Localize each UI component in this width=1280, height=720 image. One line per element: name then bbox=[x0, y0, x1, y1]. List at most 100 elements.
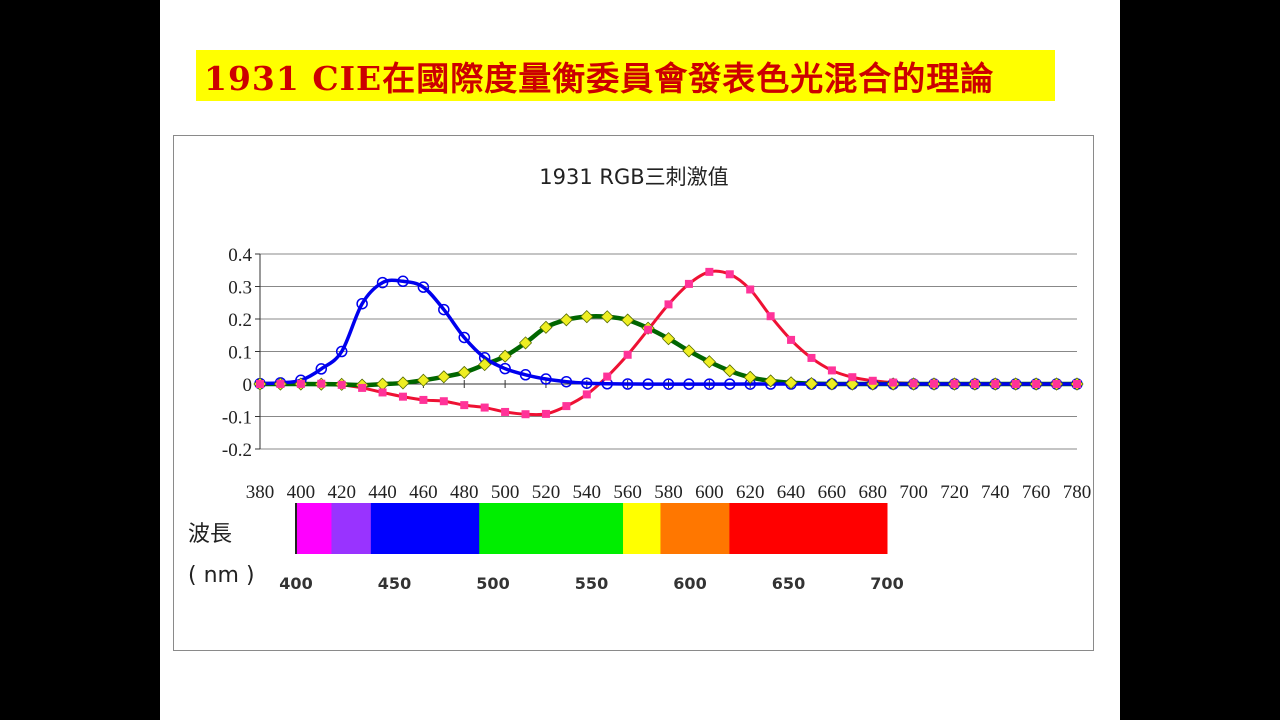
red-series-point bbox=[276, 379, 285, 388]
blue-series-point bbox=[642, 378, 654, 390]
blue-series-point bbox=[438, 303, 450, 316]
red-series-point bbox=[256, 379, 264, 388]
spectrum-band bbox=[623, 503, 642, 554]
red-series-point bbox=[1073, 380, 1081, 388]
spectrum-band bbox=[660, 503, 730, 554]
red-series-point bbox=[684, 279, 693, 288]
red-series-point bbox=[909, 379, 918, 388]
green-series-point bbox=[457, 365, 471, 379]
blue-series-point bbox=[621, 378, 634, 390]
spectrum-band bbox=[729, 503, 888, 554]
red-series-point bbox=[991, 379, 1000, 388]
green-series-point bbox=[784, 376, 798, 390]
green-series-point bbox=[723, 364, 737, 378]
y-tick-label: 0.3 bbox=[228, 278, 252, 299]
chart-box: 1931 RGB三刺激值 0.4 0.3 0.2 0.1 0 -0.1 -0.2 380 40… bbox=[173, 135, 1094, 651]
x-tick-label: 780 bbox=[1063, 482, 1092, 503]
red-series-point bbox=[541, 409, 550, 418]
blue-series-point bbox=[376, 276, 389, 289]
chart-title: 1931 RGB三刺激值 bbox=[539, 165, 728, 189]
spectrum-tick-label: 500 bbox=[476, 574, 509, 593]
red-series-point bbox=[521, 410, 530, 419]
red-series-point bbox=[623, 350, 632, 359]
red-series-point bbox=[644, 325, 653, 334]
x-tick-label: 560 bbox=[613, 482, 642, 503]
red-series-point bbox=[480, 403, 489, 412]
spectrum-band bbox=[331, 503, 372, 554]
x-tick-label: 460 bbox=[409, 482, 438, 503]
x-tick-label: 540 bbox=[573, 482, 602, 503]
red-series-point bbox=[439, 397, 448, 406]
y-tick-label: 0 bbox=[243, 375, 253, 396]
y-tick-label: -0.2 bbox=[222, 440, 252, 461]
red-series-point bbox=[562, 402, 571, 411]
x-tick-labels: 380 400 420 440 460 480 500 520 540 560 580 600 620 6… bbox=[246, 482, 1092, 503]
x-tick-label: 600 bbox=[695, 482, 724, 503]
red-series-point bbox=[827, 366, 836, 375]
x-tick-label: 680 bbox=[859, 482, 888, 503]
blue-series-point bbox=[397, 275, 409, 288]
red-series-point bbox=[419, 395, 428, 404]
spectrum-band bbox=[370, 503, 480, 554]
spectrum-tick-label: 550 bbox=[575, 574, 608, 593]
x-tick-label: 580 bbox=[654, 482, 683, 503]
x-tick-label: 480 bbox=[450, 482, 479, 503]
red-series-point bbox=[398, 392, 407, 401]
blue-series-point bbox=[458, 331, 470, 344]
spectrum-bar bbox=[295, 503, 888, 554]
green-series-point bbox=[743, 370, 757, 384]
red-series-point bbox=[582, 390, 591, 399]
blue-series-point bbox=[724, 378, 736, 390]
x-tick-label: 420 bbox=[327, 482, 356, 503]
red-series-point bbox=[725, 270, 734, 279]
y-tick-label: -0.1 bbox=[222, 408, 252, 429]
blue-series-point bbox=[683, 378, 695, 390]
blue-series-point bbox=[540, 373, 552, 385]
x-tick-label: 640 bbox=[777, 482, 806, 503]
red-series-point bbox=[603, 372, 612, 381]
green-series-point bbox=[478, 358, 492, 372]
red-series-point bbox=[930, 379, 939, 388]
red-series-point bbox=[1052, 380, 1061, 388]
x-tick-label: 720 bbox=[940, 482, 969, 503]
red-series-point bbox=[950, 379, 959, 388]
spectrum-tick-label: 400 bbox=[279, 574, 312, 593]
green-series-point bbox=[825, 377, 839, 391]
spectrum-tick-labels: 400 450 500 550 600 650 700 bbox=[279, 574, 903, 593]
red-series-point bbox=[746, 285, 755, 294]
red-series-point bbox=[868, 376, 877, 385]
blue-series-point bbox=[356, 297, 368, 310]
spectrum-wavelength-label: 波長 bbox=[188, 522, 232, 547]
green-series-point bbox=[437, 370, 451, 384]
spectrum-unit-label: ( nm ) bbox=[188, 563, 255, 588]
green-series-line bbox=[259, 314, 1077, 388]
red-series-point bbox=[337, 380, 346, 389]
blue-series-point bbox=[315, 363, 328, 375]
spectrum-tick-label: 650 bbox=[772, 574, 805, 593]
green-series-point bbox=[518, 336, 533, 350]
blue-series-point bbox=[335, 345, 348, 358]
green-series-point bbox=[702, 355, 716, 369]
red-series-point bbox=[705, 267, 714, 276]
slide-title: 1931 CIE在國際度量衡委員會發表色光混合的理論 bbox=[204, 59, 995, 98]
spectrum-band bbox=[296, 503, 332, 554]
green-series-point bbox=[682, 344, 696, 358]
red-series-point bbox=[766, 312, 775, 321]
spectrum-tick-label: 450 bbox=[378, 574, 411, 593]
x-tick-label: 700 bbox=[899, 482, 928, 503]
green-series-point bbox=[498, 349, 512, 363]
spectrum-tick-label: 700 bbox=[870, 574, 903, 593]
red-series-point bbox=[787, 335, 796, 344]
green-series-point bbox=[621, 313, 635, 327]
green-series-point bbox=[600, 310, 614, 324]
spectrum-band bbox=[640, 503, 661, 554]
spectrum-band bbox=[479, 503, 624, 554]
rgb-chart: 1931 RGB三刺激值 0.4 0.3 0.2 0.1 0 -0.1 -0.2 380 40… bbox=[188, 165, 1092, 593]
green-series-point bbox=[661, 332, 676, 346]
red-series-point bbox=[296, 379, 305, 388]
y-tick-label: 0.4 bbox=[228, 245, 252, 266]
red-series-point bbox=[664, 300, 673, 309]
green-series-point bbox=[580, 310, 594, 324]
title-banner: 1931 CIE在國際度量衡委員會發表色光混合的理論 bbox=[196, 50, 1055, 101]
red-series-point bbox=[1032, 380, 1041, 388]
